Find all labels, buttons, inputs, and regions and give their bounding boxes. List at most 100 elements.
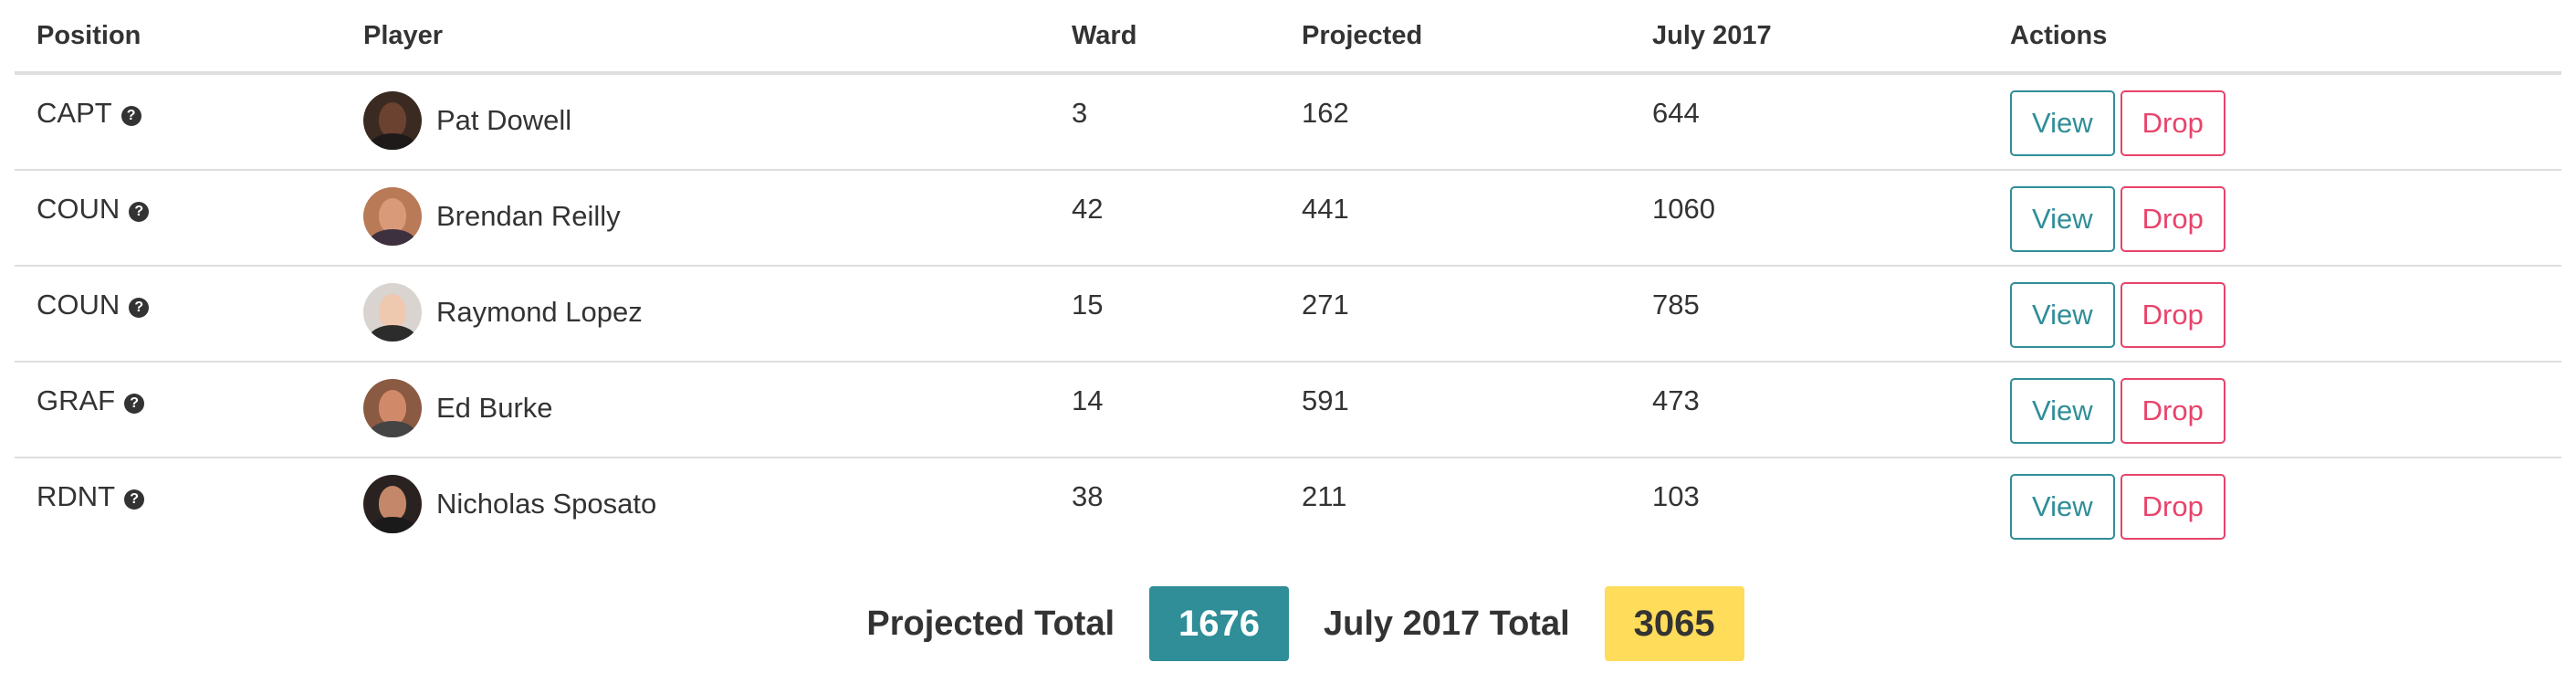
- avatar-face-shape: [379, 102, 406, 137]
- actions-cell: View Drop: [1988, 457, 2561, 552]
- table-row: CAPT? Pat Dowell 3 162 644 View Drop: [15, 73, 2561, 171]
- avatar-body-shape: [369, 421, 416, 437]
- position-code: COUN: [37, 289, 120, 321]
- help-icon[interactable]: ?: [120, 106, 141, 126]
- position-cell: COUN?: [15, 266, 341, 363]
- ward-cell: 14: [1050, 362, 1280, 458]
- drop-button[interactable]: Drop: [2120, 378, 2225, 444]
- drop-button[interactable]: Drop: [2120, 186, 2225, 252]
- july-total-label: July 2017 Total: [1324, 604, 1570, 643]
- lineup-table: Position Player Ward Projected July 2017…: [15, 0, 2561, 552]
- view-button[interactable]: View: [2010, 90, 2115, 156]
- projected-cell: 441: [1280, 170, 1630, 267]
- avatar-face-shape: [379, 198, 406, 233]
- table-header-row: Position Player Ward Projected July 2017…: [15, 0, 2561, 75]
- help-icon[interactable]: ?: [124, 489, 145, 510]
- player-avatar: [363, 379, 422, 437]
- july-2017-cell: 785: [1630, 266, 1988, 363]
- totals-bar: Projected Total 1676 July 2017 Total 306…: [0, 586, 2576, 661]
- july-2017-value: 644: [1652, 97, 1700, 129]
- player-cell: Pat Dowell: [341, 73, 1050, 171]
- table-row: GRAF? Ed Burke 14 591 473 View Drop: [15, 362, 2561, 458]
- help-icon[interactable]: ?: [129, 298, 150, 318]
- projected-cell: 271: [1280, 266, 1630, 363]
- player-cell: Ed Burke: [341, 362, 1050, 458]
- july-2017-value: 103: [1652, 480, 1700, 512]
- projected-cell: 211: [1280, 457, 1630, 552]
- player-name: Nicholas Sposato: [436, 488, 657, 520]
- table-row: COUN? Brendan Reilly 42 441 1060 View Drop: [15, 170, 2561, 267]
- ward-cell: 3: [1050, 73, 1280, 171]
- actions-cell: View Drop: [1988, 73, 2561, 171]
- ward-value: 42: [1072, 193, 1104, 225]
- actions-cell: View Drop: [1988, 170, 2561, 267]
- header-player: Player: [341, 0, 1050, 75]
- ward-value: 15: [1072, 289, 1104, 321]
- ward-value: 14: [1072, 384, 1104, 416]
- actions-cell: View Drop: [1988, 362, 2561, 458]
- july-2017-value: 1060: [1652, 193, 1715, 225]
- ward-cell: 15: [1050, 266, 1280, 363]
- player-avatar: [363, 475, 422, 533]
- projected-value: 271: [1302, 289, 1349, 321]
- player-name: Ed Burke: [436, 392, 553, 424]
- help-icon[interactable]: ?: [124, 394, 145, 414]
- july-2017-value: 473: [1652, 384, 1700, 416]
- projected-value: 591: [1302, 384, 1349, 416]
- help-icon[interactable]: ?: [129, 202, 150, 222]
- table-row: COUN? Raymond Lopez 15 271 785 View Drop: [15, 266, 2561, 363]
- july-total-badge: 3065: [1604, 586, 1744, 661]
- player-avatar: [363, 91, 422, 150]
- ward-value: 3: [1072, 97, 1088, 129]
- header-july-2017: July 2017: [1630, 0, 1988, 75]
- player-name: Raymond Lopez: [436, 296, 643, 328]
- drop-button[interactable]: Drop: [2120, 90, 2225, 156]
- avatar-body-shape: [369, 133, 416, 150]
- view-button[interactable]: View: [2010, 378, 2115, 444]
- projected-value: 211: [1302, 480, 1347, 512]
- player-name: Brendan Reilly: [436, 200, 621, 232]
- player-avatar: [363, 187, 422, 246]
- player-avatar: [363, 283, 422, 342]
- position-code: GRAF: [37, 384, 116, 416]
- projected-total-badge: 1676: [1149, 586, 1290, 661]
- july-2017-cell: 103: [1630, 457, 1988, 552]
- player-cell: Nicholas Sposato: [341, 457, 1050, 552]
- avatar-face-shape: [379, 486, 406, 520]
- drop-button[interactable]: Drop: [2120, 282, 2225, 348]
- july-2017-cell: 473: [1630, 362, 1988, 458]
- position-cell: COUN?: [15, 170, 341, 267]
- july-2017-cell: 1060: [1630, 170, 1988, 267]
- avatar-face-shape: [379, 390, 406, 425]
- player-cell: Raymond Lopez: [341, 266, 1050, 363]
- avatar-body-shape: [369, 229, 416, 246]
- avatar-body-shape: [369, 517, 416, 533]
- ward-cell: 42: [1050, 170, 1280, 267]
- ward-cell: 38: [1050, 457, 1280, 552]
- position-code: COUN: [37, 193, 120, 225]
- july-2017-cell: 644: [1630, 73, 1988, 171]
- header-actions: Actions: [1988, 0, 2561, 75]
- position-cell: RDNT?: [15, 457, 341, 552]
- position-cell: GRAF?: [15, 362, 341, 458]
- projected-value: 162: [1302, 97, 1349, 129]
- view-button[interactable]: View: [2010, 186, 2115, 252]
- position-code: CAPT: [37, 97, 112, 129]
- player-cell: Brendan Reilly: [341, 170, 1050, 267]
- view-button[interactable]: View: [2010, 474, 2115, 540]
- avatar-body-shape: [369, 325, 416, 342]
- header-position: Position: [15, 0, 341, 75]
- header-projected: Projected: [1280, 0, 1630, 75]
- july-2017-value: 785: [1652, 289, 1700, 321]
- player-name: Pat Dowell: [436, 104, 572, 136]
- position-code: RDNT: [37, 480, 116, 512]
- projected-value: 441: [1302, 193, 1349, 225]
- drop-button[interactable]: Drop: [2120, 474, 2225, 540]
- header-ward: Ward: [1050, 0, 1280, 75]
- table-row: RDNT? Nicholas Sposato 38 211 103 View Drop: [15, 457, 2561, 552]
- projected-cell: 162: [1280, 73, 1630, 171]
- ward-value: 38: [1072, 480, 1104, 512]
- projected-cell: 591: [1280, 362, 1630, 458]
- view-button[interactable]: View: [2010, 282, 2115, 348]
